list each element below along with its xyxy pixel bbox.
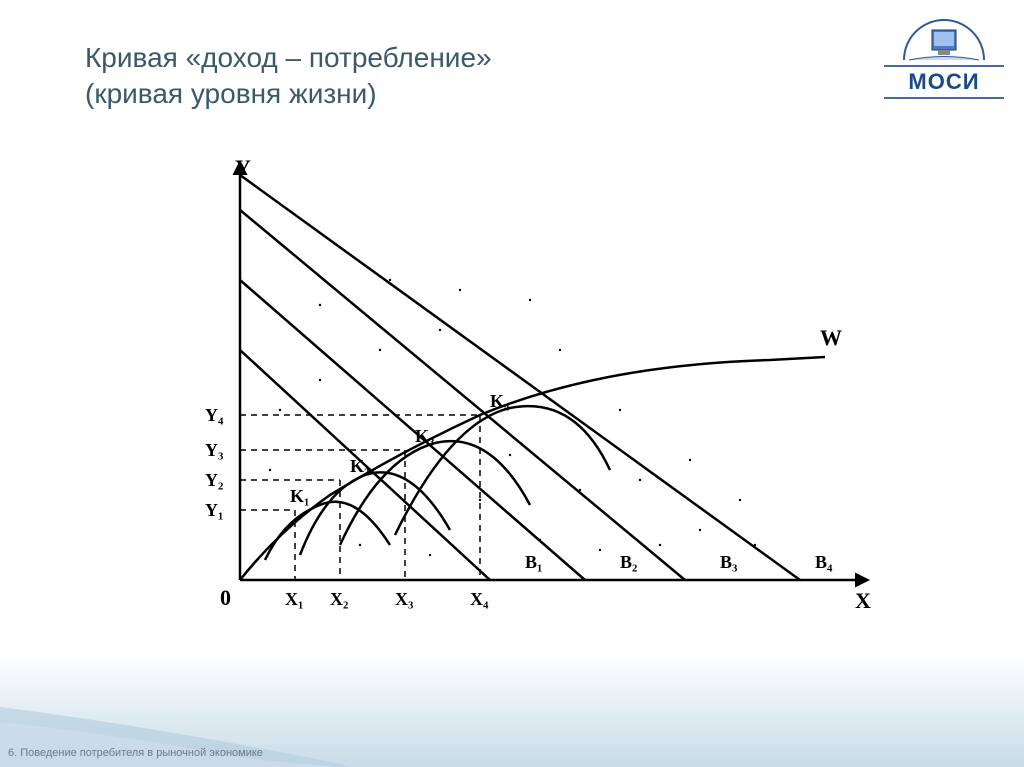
economics-chart: 0XYB₁B₂B₃B₄WK₁X₁Y₁K₂X₂Y₂K₃X₃Y₃K₄X₄Y₄: [180, 150, 880, 650]
title-line-2: (кривая уровня жизни): [85, 76, 492, 112]
svg-text:Y₄: Y₄: [205, 405, 224, 425]
svg-text:B₃: B₃: [720, 552, 738, 572]
svg-text:Y₂: Y₂: [205, 470, 223, 490]
svg-text:Y₁: Y₁: [205, 500, 223, 520]
svg-text:X: X: [855, 588, 871, 613]
svg-text:X₂: X₂: [330, 589, 348, 609]
svg-text:K₄: K₄: [490, 391, 510, 411]
svg-text:X₃: X₃: [395, 589, 414, 609]
svg-text:B₂: B₂: [620, 552, 637, 572]
svg-text:Y₃: Y₃: [205, 440, 224, 460]
logo-image: [894, 5, 994, 65]
logo: МОСИ: [884, 5, 1004, 99]
slide-title: Кривая «доход – потребление» (кривая уро…: [85, 40, 492, 113]
svg-text:B₄: B₄: [815, 552, 833, 572]
svg-text:B₁: B₁: [525, 552, 542, 572]
svg-text:K₃: K₃: [415, 426, 435, 446]
svg-text:K₂: K₂: [350, 456, 369, 476]
svg-text:W: W: [820, 325, 842, 350]
logo-text: МОСИ: [884, 65, 1004, 99]
svg-text:0: 0: [220, 585, 231, 610]
footer-text: 6. Поведение потребителя в рыночной экон…: [8, 747, 263, 759]
svg-text:X₁: X₁: [285, 589, 303, 609]
title-line-1: Кривая «доход – потребление»: [85, 40, 492, 76]
svg-text:X₄: X₄: [470, 589, 489, 609]
svg-text:K₁: K₁: [290, 486, 309, 506]
